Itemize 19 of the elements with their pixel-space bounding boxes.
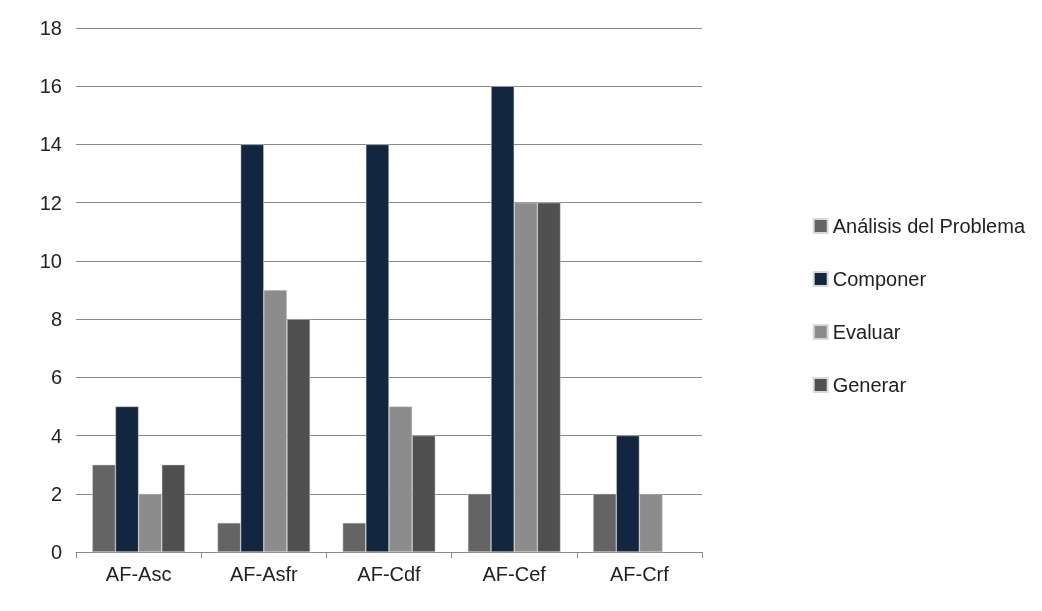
- x-tick-label: AF-Crf: [609, 563, 670, 585]
- y-tick-label: 2: [50, 482, 62, 505]
- legend-label: Análisis del Problema: [832, 215, 1026, 237]
- x-tick-label: AF-Cef: [482, 563, 547, 585]
- y-tick-label: 10: [39, 249, 62, 272]
- y-tick-label: 6: [50, 366, 62, 389]
- legend-label: Componer: [832, 268, 927, 290]
- y-tick-label: 0: [50, 541, 62, 563]
- y-tick-label: 14: [39, 133, 62, 156]
- legend-label: Generar: [832, 374, 907, 396]
- y-tick-label: 8: [50, 308, 62, 331]
- y-tick-label: 18: [39, 17, 62, 39]
- x-tick-label: AF-Asc: [105, 563, 172, 585]
- y-tick-label: 16: [39, 75, 62, 98]
- y-tick-label: 12: [39, 191, 62, 214]
- x-tick-label: AF-Cdf: [357, 563, 422, 585]
- y-tick-label: 4: [50, 424, 62, 447]
- x-tick-label: AF-Asfr: [229, 563, 299, 585]
- legend-label: Evaluar: [832, 321, 901, 343]
